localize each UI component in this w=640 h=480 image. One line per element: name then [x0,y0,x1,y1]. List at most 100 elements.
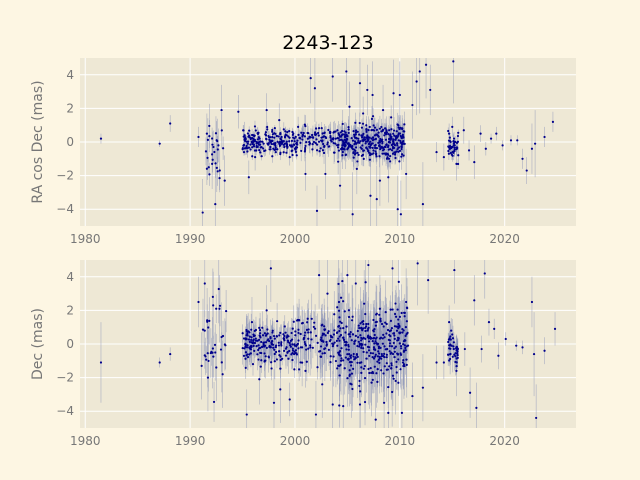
data-point [344,344,347,347]
data-point [384,133,388,136]
data-point [253,125,257,128]
data-point [383,401,386,404]
data-point [379,319,382,322]
data-point [251,142,254,146]
data-point [373,126,377,129]
data-point [386,368,390,371]
data-point [397,318,400,321]
data-point [389,154,392,158]
data-point [313,327,317,330]
data-point [400,155,403,158]
data-point [339,296,343,299]
data-point [309,346,312,349]
data-point [435,361,438,364]
data-point [391,374,395,377]
data-point [352,130,355,133]
data-point [254,129,257,132]
data-point [261,140,264,143]
data-point [399,344,403,348]
data-point [336,331,339,334]
data-point [246,356,250,359]
data-point [268,339,271,343]
data-point [372,318,375,322]
data-point [327,330,330,333]
data-point [451,125,454,128]
data-point [371,378,374,381]
data-point [385,129,388,132]
data-point [321,139,324,142]
data-point [218,304,222,307]
data-point [348,369,351,372]
data-point [378,352,381,355]
data-point [368,136,371,139]
data-point [300,131,303,134]
data-point [394,138,397,141]
data-point [388,129,391,132]
data-point [354,334,357,337]
data-point [356,344,359,348]
data-point [339,333,343,337]
data-point [385,356,388,359]
data-point [363,400,367,404]
data-point [400,153,404,156]
data-point [291,347,294,350]
data-point [336,344,339,347]
data-point [404,325,407,329]
data-point [378,361,381,365]
data-point [215,307,218,310]
data-point [323,352,326,355]
data-point [374,353,377,356]
data-point [329,361,332,364]
data-point [346,274,349,277]
x-tick-label: 2010 [385,434,416,448]
data-point [336,306,339,309]
data-point [373,365,376,368]
data-point [315,127,318,130]
data-point [358,121,361,125]
data-point [169,122,172,125]
data-point [279,137,282,140]
dec-points [99,262,557,421]
data-point [272,346,275,349]
data-point [360,361,363,364]
data-point [452,137,456,140]
data-point [376,360,379,363]
data-point [279,358,282,362]
data-point [377,135,380,138]
data-point [376,355,380,358]
x-tick-label: 2020 [489,232,520,246]
data-point [372,124,375,127]
data-point [360,339,363,342]
data-point [321,149,325,152]
data-point [334,359,337,363]
data-point [392,377,395,380]
data-point [380,130,383,133]
data-point [354,146,358,149]
data-point [304,148,307,152]
data-point [456,354,459,357]
data-point [294,150,298,154]
data-point [293,343,296,346]
data-point [205,132,208,135]
data-point [262,343,265,346]
data-point [282,337,285,340]
data-point [405,320,408,323]
data-point [352,156,355,159]
data-point [396,339,399,342]
data-point [403,344,406,347]
data-point [285,336,288,339]
data-point [391,152,395,155]
data-point [337,282,340,286]
data-point [324,347,327,350]
data-point [392,140,395,144]
data-point [265,346,268,349]
data-point [257,344,260,347]
data-point [279,388,282,391]
data-point [264,134,268,137]
data-point [269,336,272,339]
data-point [197,135,200,139]
data-point [260,155,263,158]
data-point [532,352,536,356]
data-point [415,80,418,83]
data-point [364,343,367,346]
